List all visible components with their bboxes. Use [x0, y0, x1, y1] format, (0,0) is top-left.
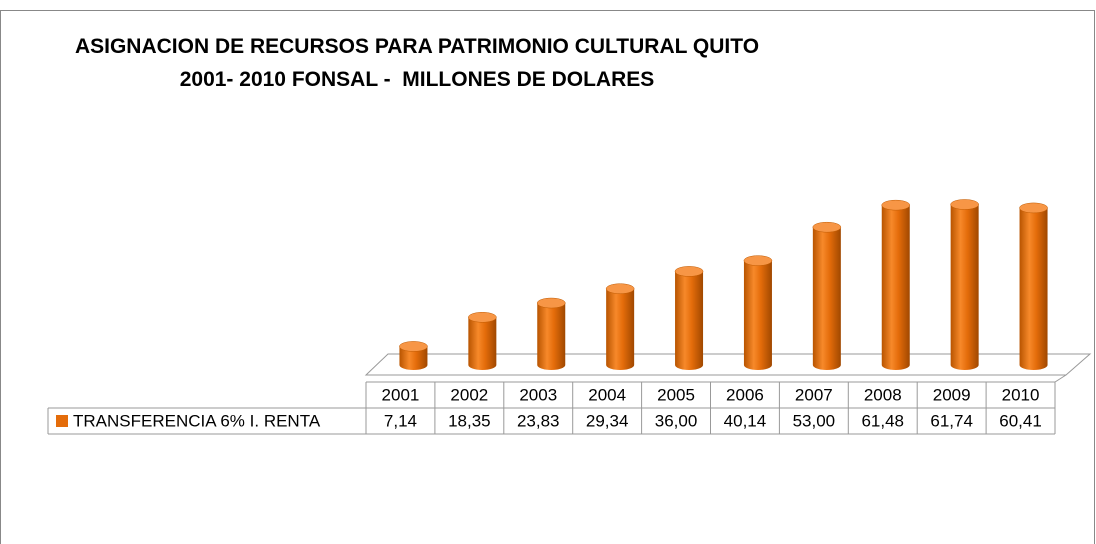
data-label: 61,48 — [861, 411, 904, 430]
x-tick-label: 2003 — [519, 385, 557, 404]
data-label: 29,34 — [586, 411, 629, 430]
bar-top — [537, 297, 566, 309]
x-tick-label: 2004 — [588, 385, 626, 404]
x-tick-label: 2009 — [933, 385, 971, 404]
bar-top — [950, 199, 979, 210]
bar-top — [674, 266, 704, 277]
bar-top — [743, 255, 773, 266]
bar — [468, 317, 497, 370]
x-tick-label: 2001 — [382, 385, 420, 404]
data-label: 61,74 — [930, 411, 973, 430]
bar — [950, 204, 979, 370]
bar — [399, 346, 428, 370]
x-tick-label: 2007 — [795, 385, 833, 404]
legend-label: TRANSFERENCIA 6% I. RENTA — [73, 411, 321, 430]
x-tick-label: 2006 — [726, 385, 764, 404]
data-label: 7,14 — [384, 411, 417, 430]
bar-top — [1019, 202, 1048, 214]
table-line — [1054, 374, 1067, 383]
data-label: 18,35 — [448, 411, 491, 430]
bar — [606, 288, 635, 370]
bar-top — [399, 341, 428, 352]
data-label: 36,00 — [655, 411, 698, 430]
x-tick-label: 2008 — [864, 385, 902, 404]
x-tick-label: 2002 — [450, 385, 488, 404]
bar-top — [881, 199, 910, 211]
bar-top — [812, 221, 842, 233]
bar-top — [605, 283, 635, 294]
bar — [812, 227, 841, 370]
bar — [537, 303, 566, 370]
bar — [675, 271, 704, 370]
legend-swatch — [56, 415, 68, 427]
data-label: 40,14 — [724, 411, 767, 430]
data-label: 23,83 — [517, 411, 560, 430]
bar — [1019, 207, 1048, 370]
x-tick-label: 2010 — [1002, 385, 1040, 404]
bar — [881, 205, 910, 370]
bar-top — [468, 312, 497, 323]
chart-border — [0, 10, 1095, 544]
data-label: 60,41 — [999, 411, 1042, 430]
x-tick-label: 2005 — [657, 385, 695, 404]
data-label: 53,00 — [793, 411, 836, 430]
chart-title: ASIGNACION DE RECURSOS PARA PATRIMONIO C… — [74, 35, 760, 91]
bar — [743, 260, 772, 370]
